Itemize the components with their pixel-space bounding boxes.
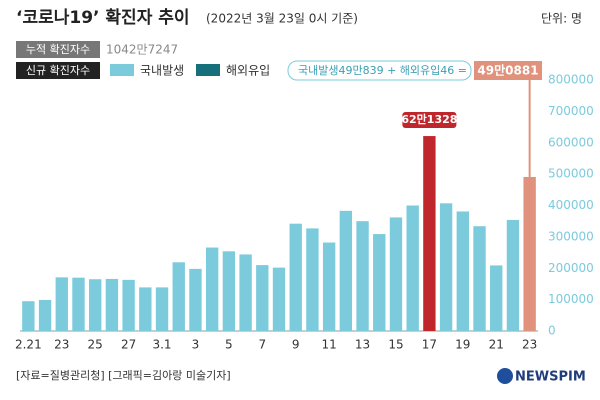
y-tick-label: 500000 xyxy=(548,167,594,181)
logo: NEWSPIM xyxy=(515,370,586,385)
bar xyxy=(189,268,202,331)
bar xyxy=(473,226,486,331)
y-tick-label: 200000 xyxy=(548,261,594,275)
bar xyxy=(356,221,369,331)
x-tick-label: 5 xyxy=(225,338,233,352)
unit: 단위: 명 xyxy=(541,12,582,26)
bar xyxy=(256,265,269,331)
bar xyxy=(239,254,252,331)
x-tick-label: 27 xyxy=(121,338,136,352)
annotation-result-box xyxy=(474,61,542,80)
bar xyxy=(389,217,403,331)
new-badge xyxy=(16,62,100,79)
bar xyxy=(122,279,135,331)
y-tick-label: 300000 xyxy=(548,229,594,243)
bar xyxy=(406,205,419,331)
annotation-result: 49만0881 xyxy=(477,63,538,78)
new-label: 신규 확진자수 xyxy=(26,64,90,77)
bar xyxy=(423,136,436,331)
x-tick-label: 7 xyxy=(258,338,266,352)
bar xyxy=(439,203,453,331)
bar xyxy=(89,279,102,331)
x-tick-label: 11 xyxy=(321,338,336,352)
bar xyxy=(523,176,536,331)
annotation-box xyxy=(287,60,472,81)
bar xyxy=(289,223,302,331)
bar xyxy=(222,251,236,331)
y-tick-label: 600000 xyxy=(548,135,594,149)
y-tick-label: 700000 xyxy=(548,104,594,118)
x-tick-label: 13 xyxy=(355,338,370,352)
bar xyxy=(490,265,503,331)
bar xyxy=(373,234,386,331)
x-tick-label: 15 xyxy=(388,338,403,352)
logo-icon xyxy=(497,368,513,384)
chart-subtitle: (2022년 3월 23일 0시 기준) xyxy=(206,12,358,26)
bar xyxy=(105,278,119,331)
legend-swatch xyxy=(196,64,220,76)
bar xyxy=(139,287,152,331)
bar xyxy=(155,287,169,331)
legend-label: 해외유입 xyxy=(226,64,270,78)
bar xyxy=(456,211,469,331)
x-tick-label: 17 xyxy=(422,338,437,352)
y-tick-label: 400000 xyxy=(548,198,594,212)
value-label-box xyxy=(402,112,457,129)
bar xyxy=(72,277,85,331)
bar xyxy=(172,262,185,331)
bar xyxy=(339,210,353,331)
y-tick-label: 800000 xyxy=(548,73,594,87)
bar xyxy=(506,219,520,331)
bar xyxy=(55,277,68,331)
value-label: 62만1328 xyxy=(401,112,457,126)
bar xyxy=(205,247,219,331)
x-tick-label: 23 xyxy=(522,338,537,352)
bar xyxy=(322,242,336,331)
x-tick-label: 19 xyxy=(455,338,470,352)
bar xyxy=(22,301,35,331)
x-tick-label: 25 xyxy=(88,338,103,352)
chart-title: ‘코로나19’ 확진자 추이 xyxy=(16,8,190,28)
annotation-text: 국내발생49만839 + 해외유입46 = xyxy=(298,63,467,77)
source: [자료=질병관리청] [그래픽=김아랑 미술기자] xyxy=(16,369,231,382)
legend-swatch xyxy=(110,64,134,76)
x-tick-label: 2.21 xyxy=(15,338,42,352)
x-tick-label: 23 xyxy=(54,338,69,352)
y-tick-label: 100000 xyxy=(548,292,594,306)
x-tick-label: 3 xyxy=(192,338,200,352)
y-tick-label: 0 xyxy=(548,324,556,338)
x-tick-label: 3.1 xyxy=(152,338,171,352)
bar xyxy=(38,299,52,331)
cumulative-value: 1042만7247 xyxy=(106,43,178,57)
legend-label: 국내발생 xyxy=(140,64,184,78)
bar xyxy=(272,267,286,331)
cumulative-label: 누적 확진자수 xyxy=(26,43,90,56)
x-tick-label: 21 xyxy=(489,338,504,352)
x-tick-label: 9 xyxy=(292,338,300,352)
cumulative-badge xyxy=(16,41,100,58)
bar xyxy=(306,228,319,331)
